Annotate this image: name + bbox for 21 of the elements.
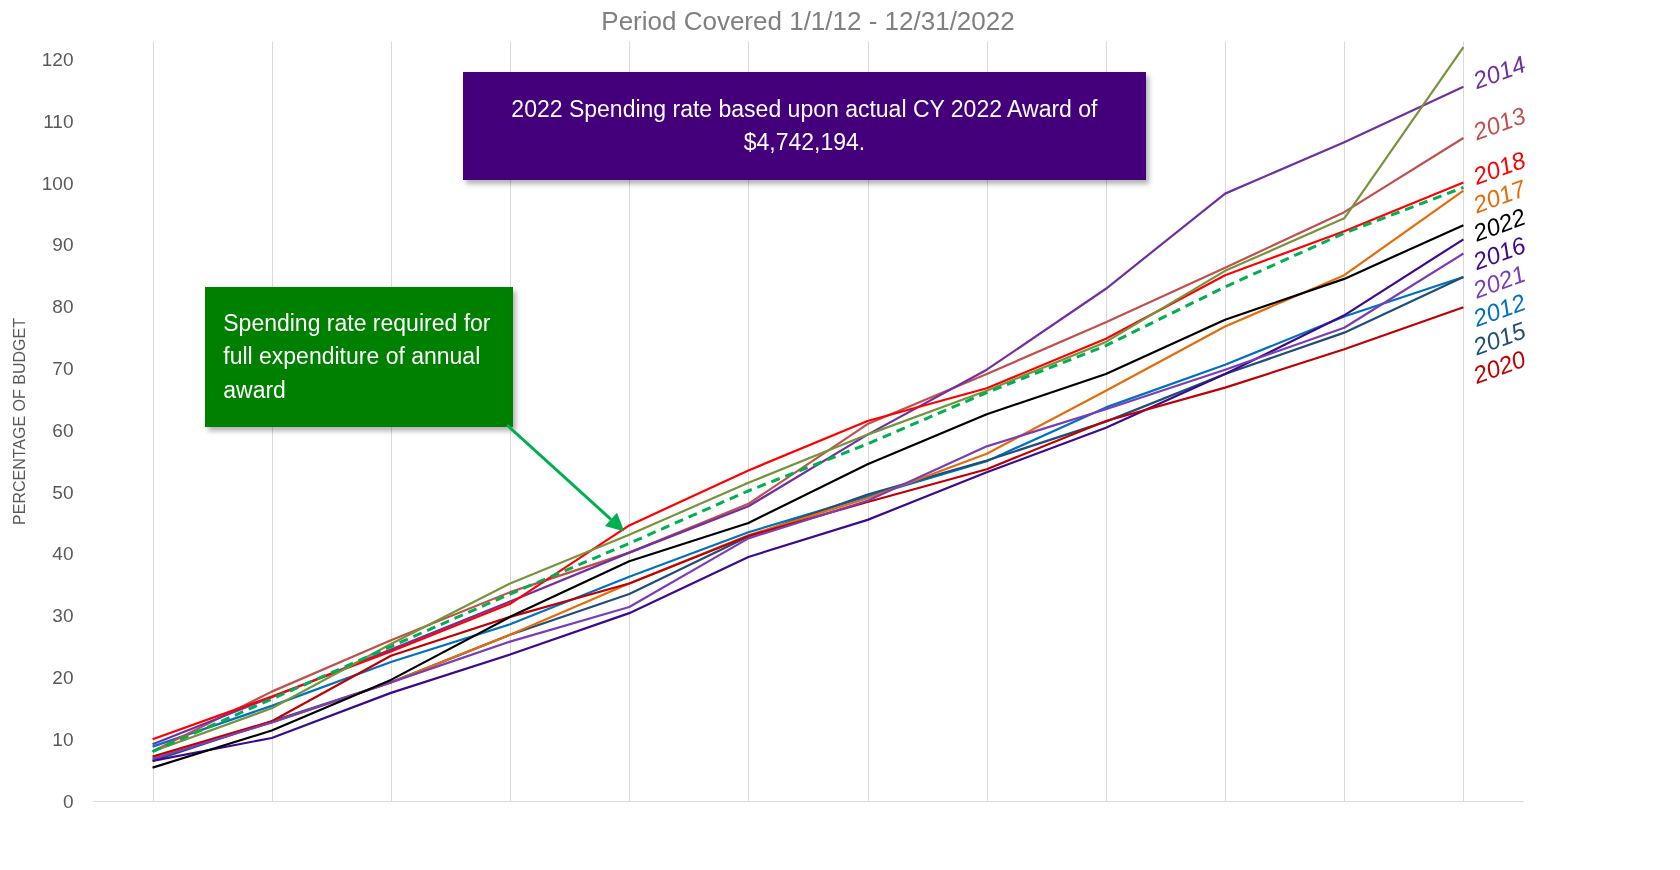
y-tick-label: 20 [52,666,74,688]
y-tick-label: 100 [41,172,74,194]
text: 2013 [1468,101,1530,146]
y-tick-label: 70 [52,357,74,379]
y-tick-label: 10 [52,728,74,750]
y-tick-label: 40 [52,543,74,565]
annotation: 2022 Spending rate based upon actual CY 2022 Award of $4,742,194. [510,95,1099,158]
y-tick-label: 50 [52,481,74,503]
text: 2014 [1468,50,1529,95]
y-tick-label: 110 [43,110,74,132]
chart-title: Period Covered 1/1/12 - 12/31/2022 [601,6,1015,36]
y-tick-label: 90 [52,234,74,256]
y-tick-label: 120 [41,49,74,71]
y-axis-title: PERCENTAGE OF BUDGET [10,317,28,525]
note-box: 2022 Spending rate based upon actual CY 2022 Award of $4,742,194. [462,72,1147,181]
y-tick-label: 30 [52,605,74,627]
note-box: Spending rate required for full expenditure of annual award [205,286,513,428]
annotation: Spending rate required for full expenditure of annual award [223,309,492,405]
y-tick-label: 60 [52,419,74,441]
y-tick-label: 80 [52,296,74,318]
y-tick-label: 0 [62,790,74,812]
